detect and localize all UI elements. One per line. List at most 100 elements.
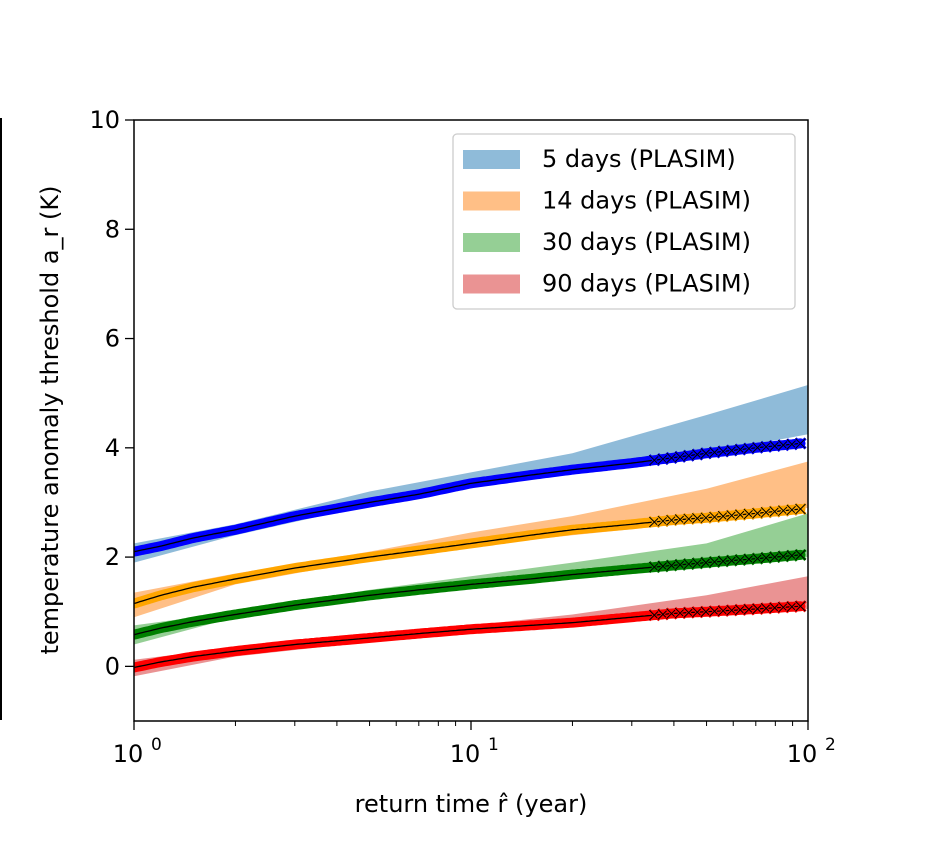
- marker-edge-b: [743, 604, 755, 615]
- marker-edge-b: [691, 449, 703, 460]
- marker-edge-b: [769, 440, 781, 452]
- y-tick-label-4: 8: [105, 215, 120, 243]
- marker-edge-b: [717, 605, 729, 617]
- marker-edge-b: [648, 609, 660, 621]
- marker-edge-b: [795, 503, 806, 515]
- marker-edge-b: [674, 559, 686, 571]
- x-tick-label-1: 10: [450, 740, 481, 768]
- marker-edge-b: [674, 607, 686, 619]
- marker-edge-b: [743, 508, 755, 520]
- marker-edge-b: [648, 561, 660, 573]
- legend-label-0: 5 days (PLASIM): [542, 145, 736, 173]
- marker-edge-b: [743, 553, 755, 565]
- marker-edge-b: [752, 603, 763, 615]
- marker-edge-b: [760, 507, 772, 518]
- marker-edge-b: [709, 556, 720, 568]
- marker-edge-b: [691, 557, 703, 569]
- legend: 5 days (PLASIM) 14 days (PLASIM) 30 days (…: [452, 133, 796, 310]
- marker-edge-b: [657, 560, 669, 572]
- marker-edge-b: [760, 441, 772, 453]
- x-axis-label: return time r̂ (year): [355, 790, 588, 818]
- marker-edge-b: [734, 604, 746, 616]
- marker-edge-b: [726, 510, 738, 521]
- marker-edge-b: [752, 442, 763, 454]
- marker-edge-b: [726, 604, 738, 616]
- marker-3-17: [794, 600, 807, 613]
- marker-2-17: [794, 548, 807, 561]
- band-2: [134, 513, 808, 645]
- x-tick-exponent-2: 2: [825, 735, 836, 755]
- marker-2-5: [691, 557, 704, 570]
- marker-edge-b: [795, 600, 806, 612]
- marker-edge-b: [666, 452, 677, 464]
- marker-edge-b: [717, 510, 729, 522]
- marker-edge-b: [726, 555, 738, 566]
- marker-edge-b: [683, 450, 695, 462]
- marker-edge-b: [700, 448, 712, 459]
- series-markers: [648, 437, 807, 622]
- marker-edge-b: [709, 605, 720, 617]
- y-tick-label-0: 0: [105, 652, 120, 680]
- x-tick-exponent-0: 0: [151, 735, 162, 755]
- marker-edge-b: [795, 549, 806, 561]
- marker-edge-b: [717, 446, 729, 457]
- marker-edge-b: [769, 506, 781, 517]
- marker-edge-b: [726, 445, 738, 456]
- left-edge-rule: [0, 118, 2, 720]
- marker-edge-b: [743, 443, 755, 454]
- legend-swatch-2: [463, 233, 520, 252]
- marker-edge-b: [786, 601, 798, 613]
- marker-edge-b: [709, 511, 720, 523]
- legend-swatch-3: [463, 274, 520, 294]
- marker-edge-b: [786, 504, 798, 516]
- marker-edge-b: [657, 609, 669, 620]
- y-tick-label-2: 4: [105, 434, 120, 462]
- marker-edge-b: [734, 554, 746, 566]
- marker-edge-b: [648, 454, 660, 466]
- marker-edge-b: [648, 516, 660, 528]
- marker-edge-b: [666, 560, 677, 571]
- marker-edge-b: [683, 513, 695, 525]
- y-tick-label-1: 2: [105, 543, 120, 571]
- marker-edge-b: [769, 602, 781, 614]
- marker-edge-b: [734, 444, 746, 455]
- y-axis-ticks: 0 2 4 6 8 10: [89, 106, 134, 680]
- marker-edge-b: [683, 558, 695, 570]
- marker-edge-b: [795, 438, 806, 449]
- marker-edge-b: [786, 438, 798, 450]
- marker-edge-b: [700, 512, 712, 524]
- marker-edge-b: [777, 601, 789, 613]
- marker-0-17: [794, 437, 807, 450]
- x-tick-label-2: 10: [787, 740, 818, 768]
- legend-swatch-1: [463, 191, 520, 211]
- marker-edge-b: [700, 557, 712, 568]
- x-tick-exponent-1: 1: [488, 735, 499, 755]
- marker-edge-b: [786, 550, 798, 561]
- marker-edge-b: [752, 507, 763, 519]
- x-tick-label-0: 10: [113, 740, 144, 768]
- marker-edge-b: [691, 606, 703, 618]
- marker-edge-b: [777, 439, 789, 451]
- y-tick-label-5: 10: [89, 106, 120, 134]
- marker-edge-b: [777, 551, 789, 562]
- marker-edge-b: [666, 608, 677, 619]
- marker-2-7: [708, 555, 721, 568]
- marker-edge-b: [760, 552, 772, 564]
- legend-label-1: 14 days (PLASIM): [542, 187, 751, 215]
- marker-edge-b: [769, 551, 781, 563]
- legend-box: [452, 133, 796, 310]
- marker-edge-b: [657, 515, 669, 527]
- marker-edge-b: [700, 606, 712, 618]
- marker-edge-b: [691, 513, 703, 524]
- y-axis-label: temperature anomaly threshold a_r (K): [36, 186, 64, 655]
- marker-edge-b: [760, 603, 772, 614]
- marker-edge-b: [777, 505, 789, 517]
- marker-edge-b: [683, 607, 695, 618]
- marker-1-17: [794, 502, 807, 516]
- legend-label-3: 90 days (PLASIM): [542, 270, 751, 298]
- x-axis-ticks: 10 0 10 1 10 2: [113, 721, 836, 768]
- y-tick-label-3: 6: [105, 325, 120, 353]
- marker-edge-b: [657, 453, 669, 465]
- marker-edge-b: [666, 514, 677, 526]
